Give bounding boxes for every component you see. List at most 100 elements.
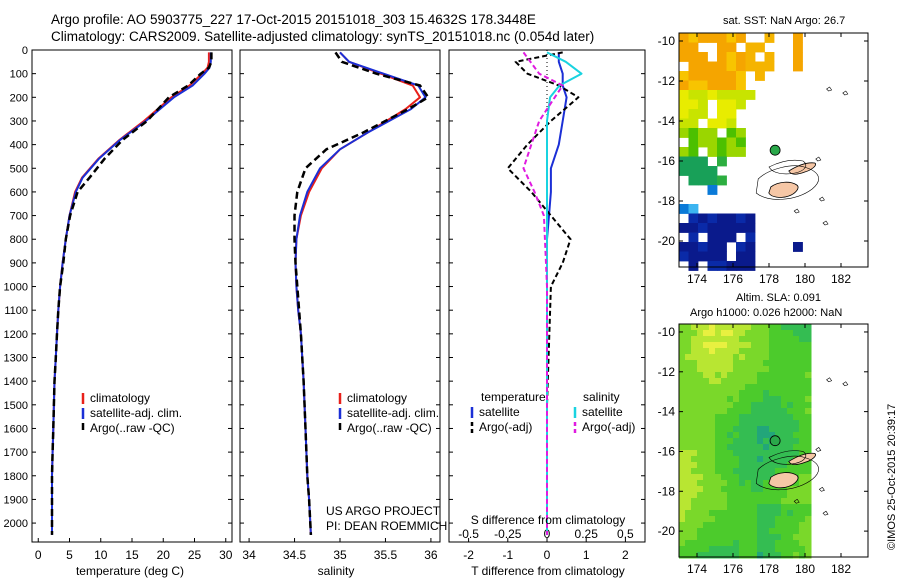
sla-cell	[733, 462, 740, 469]
sla-cell	[799, 474, 806, 481]
sla-cell	[745, 534, 752, 541]
sla-cell	[715, 426, 722, 433]
sla-cell	[709, 336, 716, 343]
sla-cell	[709, 522, 716, 529]
sla-cell	[739, 366, 746, 373]
sla-cell	[805, 408, 812, 415]
sst-cell	[688, 166, 699, 176]
sla-cell	[703, 420, 710, 427]
sla-cell	[733, 438, 740, 445]
sla-cell	[781, 360, 788, 367]
sla-cell	[727, 426, 734, 433]
sla-cell	[709, 408, 716, 415]
sla-cell	[709, 534, 716, 541]
sla-cell	[685, 414, 692, 421]
sla-cell	[757, 390, 764, 397]
sla-cell	[691, 498, 698, 505]
sla-cell	[769, 330, 776, 337]
sla-cell	[787, 432, 794, 439]
sla-cell	[787, 396, 794, 403]
sla-cell	[691, 354, 698, 361]
sla-cell	[685, 354, 692, 361]
sla-cell	[685, 444, 692, 451]
sla-cell	[757, 420, 764, 427]
islet	[842, 381, 849, 387]
sst-cell	[679, 156, 689, 167]
sst-cell	[745, 232, 756, 243]
sla-cell	[793, 432, 800, 439]
sla-cell	[805, 348, 812, 355]
sla-cell	[721, 510, 728, 517]
sla-cell	[739, 384, 746, 391]
sla-cell	[757, 546, 764, 553]
sla-cell	[781, 420, 788, 427]
sla-cell	[679, 390, 686, 397]
sla-cell	[721, 528, 728, 535]
sst-cell	[736, 80, 746, 91]
sla-cell	[739, 534, 746, 541]
sla-cell	[733, 366, 740, 373]
sla-cell	[757, 336, 764, 343]
sla-cell	[739, 420, 746, 427]
sst-cell	[717, 52, 727, 62]
sla-cell	[751, 444, 758, 451]
sla-cell	[745, 408, 752, 415]
sla-cell	[739, 456, 746, 463]
sla-cell	[727, 390, 734, 397]
sst-cell	[688, 261, 699, 271]
sst-cell	[688, 52, 699, 62]
sla-cell	[775, 414, 782, 421]
sla-cell	[745, 426, 752, 433]
sla-cell	[697, 348, 704, 355]
sla-cell	[769, 468, 776, 475]
sla-cell	[703, 546, 710, 553]
island-vanua-levu	[788, 452, 816, 465]
sla-cell	[751, 342, 758, 349]
sla-cell	[787, 534, 794, 541]
sst-cell	[688, 242, 699, 252]
sla-cell	[697, 486, 704, 493]
sla-cell	[781, 348, 788, 355]
sla-cell	[787, 468, 794, 475]
x-tick-label: 34.5	[283, 548, 307, 562]
sla-cell	[757, 384, 764, 391]
sla-cell	[793, 462, 800, 469]
sla-cell	[775, 390, 782, 397]
sla-cell	[703, 330, 710, 337]
sla-cell	[721, 480, 728, 487]
sla-map: -10 -12 -14 -16 -18 -20 174 176 178 180 182	[658, 323, 869, 576]
sla-cell	[763, 378, 770, 385]
sla-cell	[763, 474, 770, 481]
sla-cell	[691, 414, 698, 421]
x-tick-label: 5	[66, 548, 73, 562]
sla-cell	[703, 438, 710, 445]
sla-cell	[697, 534, 704, 541]
sla-cell	[703, 354, 710, 361]
sla-cell	[757, 426, 764, 433]
sst-cell	[726, 137, 737, 148]
sst-cell	[717, 156, 727, 167]
sla-cell	[715, 474, 722, 481]
sla-cell	[769, 324, 776, 331]
sla-cell	[703, 360, 710, 367]
sst-cell	[688, 232, 699, 243]
sla-cell	[721, 444, 728, 451]
sla-cell	[691, 456, 698, 463]
sst-cell	[793, 52, 803, 62]
sla-cell	[799, 480, 806, 487]
sla-cell	[721, 396, 728, 403]
sla-cell	[703, 402, 710, 409]
sla-cell	[787, 528, 794, 535]
sla-cell	[703, 336, 710, 343]
sla-cell	[751, 372, 758, 379]
sla-cell	[727, 384, 734, 391]
sst-cell	[679, 71, 689, 81]
sla-cell	[787, 456, 794, 463]
sla-cell	[709, 498, 716, 505]
sla-cell	[733, 384, 740, 391]
sla-cell	[709, 510, 716, 517]
sla-cell	[709, 384, 716, 391]
sla-cell	[799, 348, 806, 355]
sla-cell	[703, 378, 710, 385]
legend-temperature-title: temperature	[481, 390, 546, 404]
